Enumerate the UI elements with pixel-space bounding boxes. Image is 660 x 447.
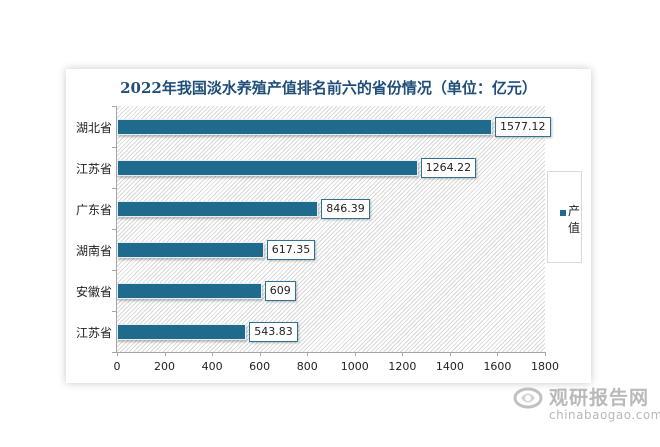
watermark-en: chinabaogao.com — [549, 408, 660, 422]
y-category-label: 安徽省 — [75, 284, 112, 299]
bar[interactable] — [117, 282, 262, 299]
data-label: 543.83 — [249, 321, 298, 342]
bar[interactable] — [117, 323, 247, 340]
y-tick — [112, 106, 116, 107]
y-category-label: 广东省 — [75, 202, 112, 217]
y-tick — [112, 229, 116, 230]
y-category-label: 湖南省 — [75, 243, 112, 258]
x-tick-label: 1600 — [483, 360, 512, 373]
legend-swatch-icon — [560, 210, 566, 216]
x-tick — [212, 352, 214, 356]
y-tick — [112, 311, 116, 312]
watermark-logo-icon — [513, 387, 543, 409]
y-tick — [112, 188, 116, 189]
x-tick — [307, 352, 309, 356]
x-tick — [259, 352, 261, 356]
x-axis — [116, 352, 545, 353]
y-tick — [112, 352, 116, 353]
data-label: 846.39 — [321, 198, 370, 219]
data-label: 1264.22 — [420, 157, 477, 178]
bar[interactable] — [117, 200, 319, 217]
x-tick-label: 600 — [249, 360, 271, 373]
x-tick-label: 1800 — [531, 360, 559, 373]
x-tick — [117, 352, 118, 356]
watermark: 观研报告网 chinabaogao.com — [509, 381, 660, 426]
legend-label: 产值 — [568, 204, 581, 235]
x-tick-label: 0 — [113, 360, 121, 373]
data-label: 609 — [264, 280, 296, 301]
watermark-cn: 观研报告网 — [549, 387, 650, 409]
y-tick — [112, 270, 116, 271]
y-tick — [112, 147, 116, 148]
x-tick-label: 1400 — [435, 360, 464, 373]
data-label: 617.35 — [266, 239, 316, 260]
chart-title: 2022年我国淡水养殖产值排名前六的省份情况（单位：亿元） — [120, 79, 537, 97]
y-axis — [116, 106, 117, 352]
x-tick-label: 400 — [201, 360, 223, 373]
x-tick-label: 800 — [296, 360, 318, 373]
x-tick-label: 1200 — [388, 360, 417, 373]
x-tick-label: 200 — [154, 360, 176, 373]
x-tick — [164, 352, 166, 356]
x-tick — [545, 352, 546, 356]
x-tick — [497, 352, 499, 356]
y-category-label: 湖北省 — [75, 120, 112, 135]
y-category-label: 江苏省 — [75, 161, 112, 176]
x-tick — [354, 352, 356, 356]
plot-area — [117, 106, 545, 352]
x-tick-label: 1000 — [340, 360, 369, 373]
chart-panel: 2022年我国淡水养殖产值排名前六的省份情况（单位：亿元） 湖北省 江苏省 广东省湖… — [66, 69, 660, 422]
y-category-label: 江苏省 — [75, 325, 112, 340]
legend: 产值 — [547, 171, 582, 263]
bar[interactable] — [117, 159, 418, 176]
data-label: 1577.12 — [495, 116, 551, 137]
x-tick — [402, 352, 404, 356]
x-tick — [449, 352, 451, 356]
bar[interactable] — [117, 118, 492, 135]
bar[interactable] — [117, 241, 264, 258]
